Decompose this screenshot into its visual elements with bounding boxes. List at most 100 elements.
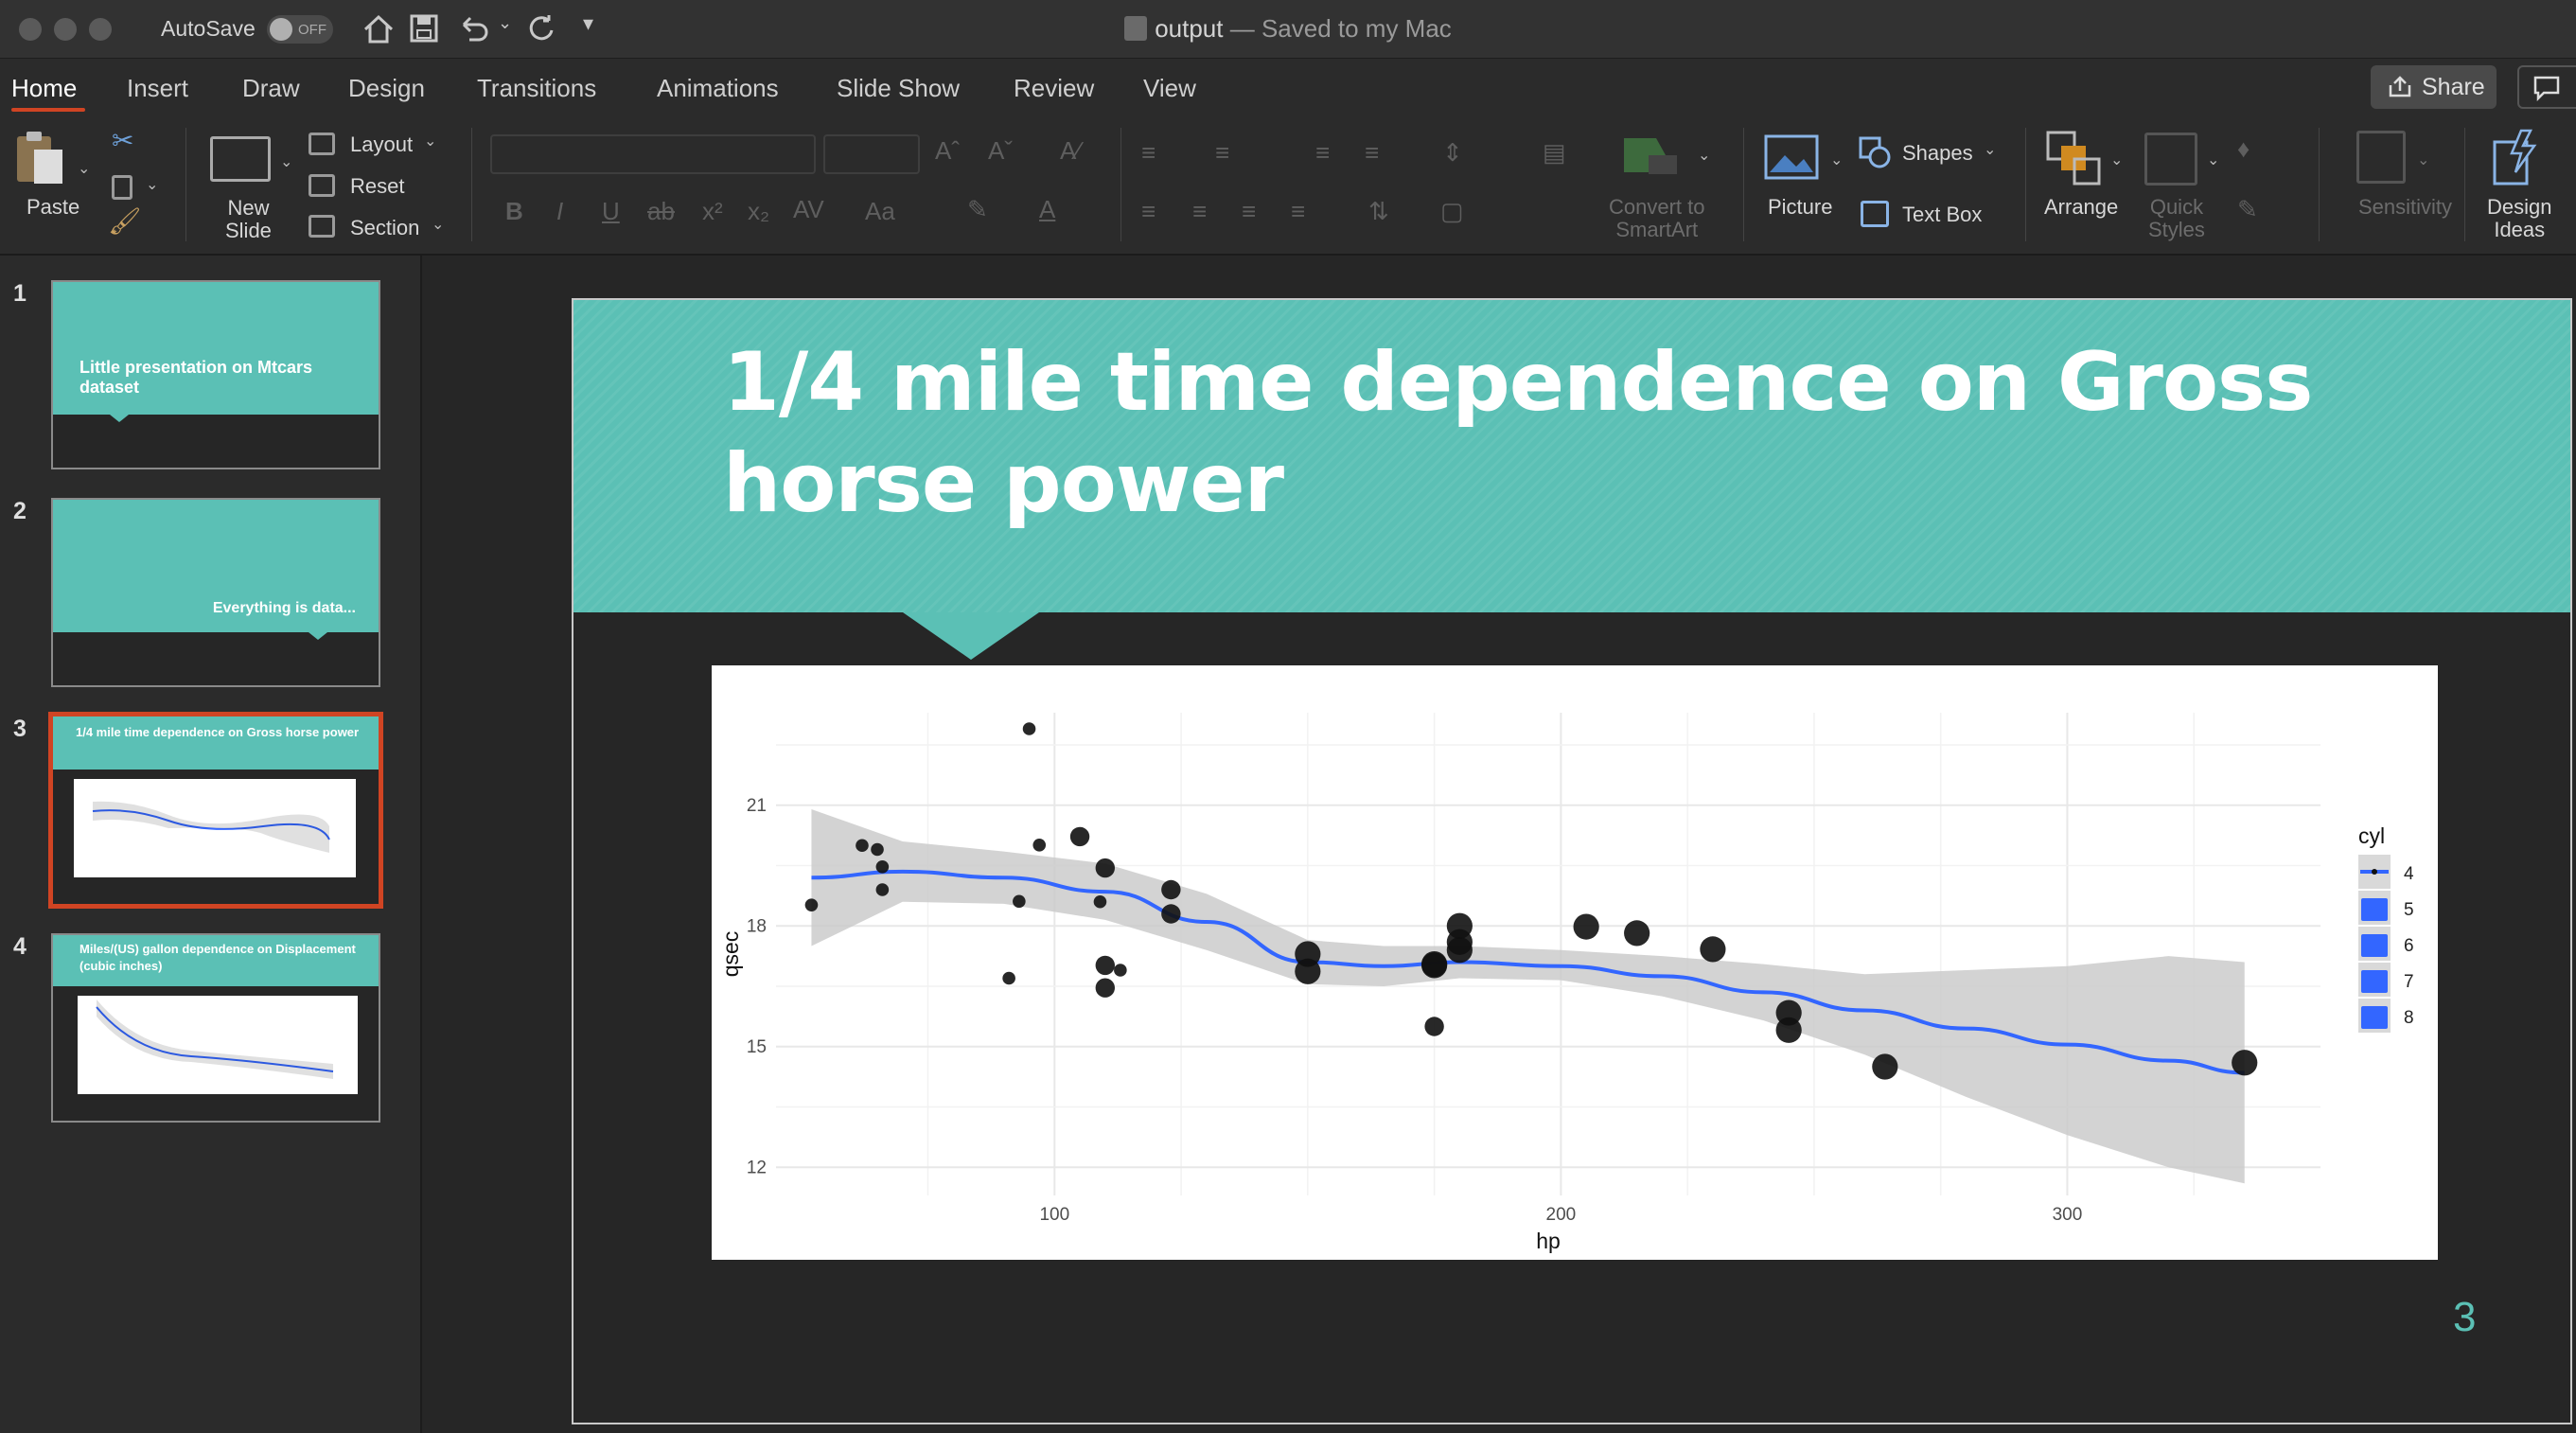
font-name-field[interactable] xyxy=(490,134,816,174)
reset-button[interactable]: Reset xyxy=(350,174,405,198)
close-window-button[interactable] xyxy=(19,18,42,41)
copy-dropdown-icon[interactable]: ⌄ xyxy=(146,177,159,193)
clear-formatting-icon[interactable]: A∕ xyxy=(1060,136,1081,165)
copy-icon[interactable] xyxy=(112,175,132,200)
autosave-toggle[interactable]: OFF xyxy=(267,15,333,44)
design-ideas-button[interactable]: Design Ideas xyxy=(2487,195,2552,241)
change-case-icon[interactable]: Aa xyxy=(865,197,895,225)
superscript-icon[interactable]: x² xyxy=(702,197,723,225)
legend-key-point xyxy=(2372,869,2377,875)
decrease-font-size-icon[interactable]: Aˇ xyxy=(988,136,1013,165)
tab-animations[interactable]: Animations xyxy=(657,74,779,102)
line-spacing-icon[interactable]: ⇕ xyxy=(1442,138,1463,167)
shapes-icon[interactable] xyxy=(1859,136,1891,168)
new-slide-icon[interactable] xyxy=(210,136,271,182)
new-slide-label-1: New xyxy=(227,196,270,220)
customize-toolbar-icon[interactable]: ▾ xyxy=(583,11,594,35)
section-button[interactable]: Section xyxy=(350,216,420,239)
arrange-icon[interactable] xyxy=(2046,131,2101,186)
strikethrough-icon[interactable]: ab xyxy=(647,197,675,225)
ribbon-tabs: Home Insert Draw Design Transitions Anim… xyxy=(0,59,2576,115)
increase-indent-icon[interactable]: ≡ xyxy=(1365,138,1380,167)
decrease-indent-icon[interactable]: ≡ xyxy=(1315,138,1331,167)
align-left-icon[interactable]: ≡ xyxy=(1141,197,1156,225)
thumb-chart xyxy=(78,996,358,1094)
underline-icon[interactable]: U xyxy=(602,197,620,225)
thumb-banner xyxy=(53,282,379,415)
picture-dropdown-icon[interactable]: ⌄ xyxy=(1830,152,1844,168)
sensitivity-icon[interactable] xyxy=(2356,131,2406,184)
picture-icon[interactable] xyxy=(1764,134,1819,182)
slide-thumbnail-1[interactable]: Little presentation on Mtcars dataset xyxy=(51,280,380,469)
numbering-icon[interactable]: ≡ xyxy=(1215,138,1230,167)
convert-smartart-button[interactable]: ⌄ xyxy=(1609,133,1722,254)
shapes-dropdown-icon[interactable]: ⌄ xyxy=(1984,142,1997,158)
layout-dropdown-icon[interactable]: ⌄ xyxy=(424,133,437,150)
columns-icon[interactable]: ▤ xyxy=(1543,138,1566,167)
character-spacing-icon[interactable]: AV xyxy=(793,195,824,223)
layout-button[interactable]: Layout xyxy=(350,133,414,156)
font-color-icon[interactable]: A xyxy=(1039,195,1056,223)
data-point xyxy=(1872,1053,1898,1080)
new-slide-dropdown-icon[interactable]: ⌄ xyxy=(280,154,293,170)
paste-label: Paste xyxy=(26,195,80,219)
comments-button[interactable] xyxy=(2517,65,2576,109)
bold-icon[interactable]: B xyxy=(505,197,523,225)
y-tick-label: 18 xyxy=(747,916,767,936)
highlight-icon[interactable]: ✎ xyxy=(967,195,988,223)
tab-draw[interactable]: Draw xyxy=(242,74,300,102)
picture-label[interactable]: Picture xyxy=(1768,195,1833,219)
tab-home[interactable]: Home xyxy=(11,74,78,102)
quick-styles-icon[interactable] xyxy=(2144,133,2197,186)
undo-icon[interactable] xyxy=(458,13,490,44)
slide-title[interactable]: 1/4 mile time dependence on Gross horse … xyxy=(723,335,2313,531)
slide-thumbnail-4[interactable]: Miles/(US) gallon dependence on Displace… xyxy=(51,933,380,1123)
current-slide[interactable]: 1/4 mile time dependence on Gross horse … xyxy=(572,298,2572,1424)
home-icon[interactable] xyxy=(362,12,396,46)
slide-thumbnail-3[interactable]: 1/4 mile time dependence on Gross horse … xyxy=(48,712,383,909)
tab-review[interactable]: Review xyxy=(1014,74,1095,102)
thumb-chart-lines xyxy=(92,801,330,853)
arrange-dropdown-icon[interactable]: ⌄ xyxy=(2110,152,2124,168)
quick-styles-dropdown-icon[interactable]: ⌄ xyxy=(2207,152,2220,168)
align-right-icon[interactable]: ≡ xyxy=(1242,197,1257,225)
tab-design[interactable]: Design xyxy=(348,74,425,102)
subscript-icon[interactable]: x₂ xyxy=(748,197,770,225)
shape-outline-icon[interactable]: ✎ xyxy=(2237,195,2258,223)
paste-button[interactable]: ⌄ xyxy=(13,129,95,223)
design-ideas-icon[interactable] xyxy=(2493,129,2542,186)
shape-fill-icon[interactable]: ♦ xyxy=(2237,134,2250,163)
save-icon[interactable] xyxy=(409,13,439,44)
thumb-title: Little presentation on Mtcars dataset xyxy=(79,358,313,397)
align-text-icon[interactable]: ▢ xyxy=(1440,197,1464,225)
sensitivity-dropdown-icon[interactable]: ⌄ xyxy=(2417,152,2430,168)
active-tab-indicator xyxy=(11,108,85,112)
italic-icon[interactable]: I xyxy=(556,197,564,225)
align-center-icon[interactable]: ≡ xyxy=(1192,197,1208,225)
bullets-icon[interactable]: ≡ xyxy=(1141,138,1156,167)
tab-insert[interactable]: Insert xyxy=(127,74,189,102)
data-point xyxy=(1624,920,1650,946)
section-dropdown-icon[interactable]: ⌄ xyxy=(432,217,445,233)
tab-view[interactable]: View xyxy=(1143,74,1196,102)
tab-slide-show[interactable]: Slide Show xyxy=(837,74,961,102)
slide-thumbnail-2[interactable]: Everything is data... xyxy=(51,498,380,687)
minimize-window-button[interactable] xyxy=(54,18,77,41)
redo-icon[interactable] xyxy=(526,13,556,44)
tab-transitions[interactable]: Transitions xyxy=(477,74,597,102)
new-slide-button[interactable]: New Slide xyxy=(225,197,272,242)
arrange-label[interactable]: Arrange xyxy=(2044,195,2119,219)
text-direction-icon[interactable]: ⇅ xyxy=(1368,197,1389,225)
cut-icon[interactable]: ✂ xyxy=(112,126,134,155)
increase-font-size-icon[interactable]: Aˆ xyxy=(935,136,960,165)
text-box-button[interactable]: Text Box xyxy=(1902,203,1983,226)
chart-image[interactable]: 100 200 300 12 15 18 21 hp qsec cyl 4 5 6 7 8 xyxy=(712,665,2438,1260)
undo-dropdown-icon[interactable]: ⌄ xyxy=(498,13,513,32)
share-button[interactable]: Share xyxy=(2371,65,2497,109)
zoom-window-button[interactable] xyxy=(89,18,112,41)
justify-icon[interactable]: ≡ xyxy=(1291,197,1306,225)
format-painter-icon[interactable]: 🖌 xyxy=(108,206,142,236)
font-size-field[interactable] xyxy=(823,134,920,174)
shapes-button[interactable]: Shapes xyxy=(1902,141,1973,165)
paste-dropdown-icon[interactable]: ⌄ xyxy=(78,161,91,177)
